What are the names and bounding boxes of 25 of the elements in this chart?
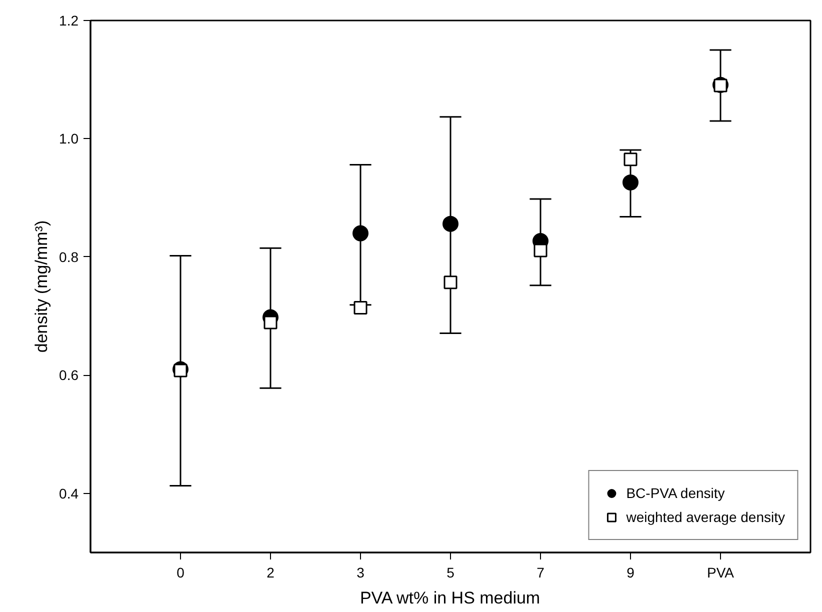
- point: [352, 225, 368, 242]
- point: [624, 152, 638, 166]
- legend-label: weighted average density: [626, 509, 785, 525]
- x-tick-label: 2: [266, 564, 275, 580]
- y-axis-title: density (mg/mm³): [32, 220, 52, 353]
- point: [354, 301, 368, 315]
- y-tick-label: 0.4: [59, 485, 79, 502]
- legend-label: BC-PVA density: [626, 485, 725, 501]
- point: [174, 364, 188, 378]
- y-tick-label: 0.8: [59, 248, 79, 265]
- point: [264, 316, 278, 330]
- x-tick-label: PVA: [707, 564, 735, 580]
- point: [444, 276, 458, 290]
- y-tick-label: 1.0: [59, 130, 79, 147]
- x-tick-label: 7: [536, 564, 545, 580]
- x-axis-title: PVA wt% in HS medium: [360, 588, 540, 608]
- x-tick-label: 0: [176, 564, 185, 580]
- y-tick-label: 0.6: [59, 367, 79, 384]
- x-tick-label: 3: [356, 564, 365, 580]
- point: [442, 216, 458, 232]
- point: [534, 244, 548, 258]
- point: [622, 174, 638, 190]
- y-tick-label: 1.2: [59, 12, 79, 28]
- x-tick-label: 5: [446, 564, 455, 580]
- x-tick-label: 9: [626, 564, 635, 580]
